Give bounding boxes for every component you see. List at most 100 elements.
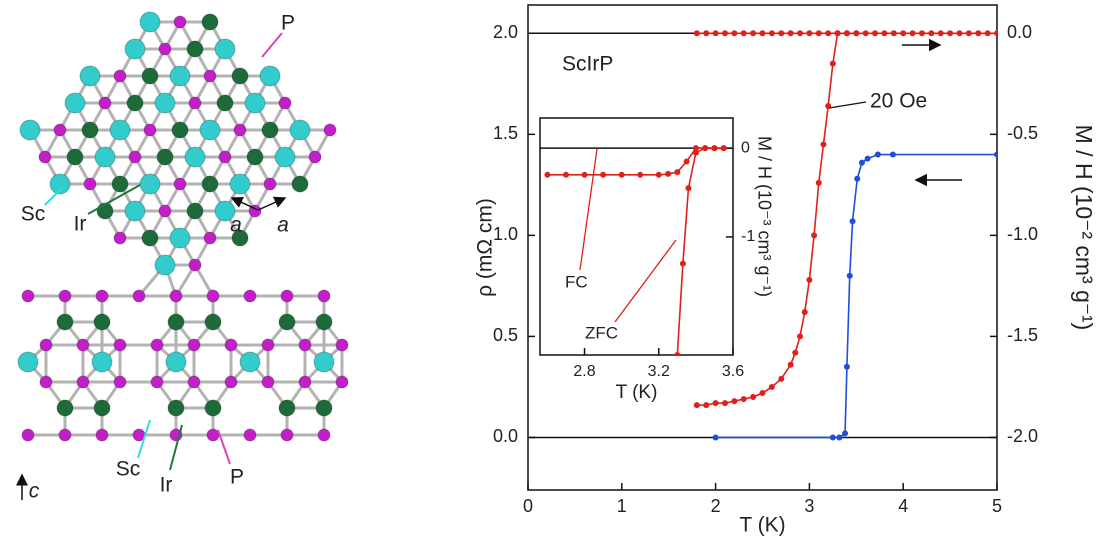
atom (142, 68, 158, 84)
atom (205, 400, 221, 416)
marker (830, 61, 836, 67)
marker (769, 384, 775, 390)
x-tick-label: 4 (898, 496, 908, 516)
atom (40, 376, 52, 388)
marker (947, 30, 953, 36)
marker (863, 30, 869, 36)
atom (140, 174, 160, 194)
atom (142, 230, 158, 246)
atom (159, 205, 171, 217)
atom (281, 290, 293, 302)
marker (872, 30, 878, 36)
axis-label: a (230, 214, 242, 237)
x-axis-label: T (K) (739, 514, 785, 537)
atom (279, 97, 291, 109)
figure: P Sc Ir a a Sc Ir P c 0123450.00.51.01.5… (0, 0, 1116, 542)
atom (188, 339, 200, 351)
marker (750, 394, 756, 400)
marker (722, 30, 728, 36)
marker (844, 30, 850, 36)
marker (956, 30, 962, 36)
atom (112, 176, 128, 192)
marker (816, 180, 822, 186)
atom (318, 429, 330, 441)
y-axis-label: M / H (10⁻³ cm³ g⁻¹) (754, 136, 774, 297)
atom (281, 429, 293, 441)
atom (129, 151, 141, 163)
marker (760, 30, 766, 36)
y2-tick-label: 0.0 (1007, 22, 1032, 42)
atom (262, 339, 274, 351)
marker (694, 402, 700, 408)
atom (168, 314, 184, 330)
x-axis-label: T (K) (616, 382, 658, 403)
axis-arrow (232, 198, 258, 210)
atom (245, 93, 265, 113)
atom (230, 174, 250, 194)
atom (77, 339, 89, 351)
atom (234, 124, 246, 136)
atom-label: Ir (74, 213, 87, 236)
marker (811, 232, 817, 238)
atom (125, 201, 145, 221)
marker (713, 400, 719, 406)
atom (262, 122, 278, 138)
atom (174, 16, 186, 28)
atom (127, 95, 143, 111)
axis-label: c (29, 480, 40, 503)
crystal-structure (18, 12, 348, 441)
atom (264, 178, 276, 190)
x-tick-label: 3.6 (722, 363, 744, 380)
atom (114, 339, 126, 351)
atom (244, 429, 256, 441)
atom (262, 376, 274, 388)
atom (170, 66, 190, 86)
atom (157, 149, 173, 165)
marker (881, 30, 887, 36)
y-tick-label: -1 (741, 228, 755, 245)
atom (94, 314, 110, 330)
atom (336, 339, 348, 351)
atom (77, 376, 89, 388)
marker (994, 152, 1000, 158)
atom (187, 41, 203, 57)
marker (844, 364, 850, 370)
atom (125, 39, 145, 59)
atom (299, 339, 311, 351)
atom (185, 147, 205, 167)
marker (919, 30, 925, 36)
atom (299, 376, 311, 388)
x-tick-label: 2 (711, 496, 721, 516)
atom (200, 120, 220, 140)
atom (225, 339, 237, 351)
y-tick-label: 0.0 (493, 426, 518, 446)
marker (985, 30, 991, 36)
marker (769, 30, 775, 36)
marker (778, 376, 784, 382)
atom (309, 151, 321, 163)
atom (290, 120, 310, 140)
marker (806, 277, 812, 283)
atom (39, 151, 51, 163)
marker (619, 172, 625, 178)
marker (875, 152, 881, 158)
marker (835, 30, 841, 36)
atom (170, 228, 190, 248)
marker (842, 430, 848, 436)
atom (316, 314, 332, 330)
atom (318, 290, 330, 302)
atom (18, 352, 38, 372)
marker (656, 172, 662, 178)
atom (99, 97, 111, 109)
marker (760, 390, 766, 396)
marker (788, 30, 794, 36)
atom (240, 352, 260, 372)
atom (188, 376, 200, 388)
atom (215, 39, 235, 59)
atom (140, 12, 160, 32)
marker (900, 30, 906, 36)
plots: 0123450.00.51.01.52.00.0-0.5-1.0-1.5-2.0… (474, 5, 1097, 537)
atom (207, 429, 219, 441)
marker (680, 261, 686, 267)
atom (244, 290, 256, 302)
